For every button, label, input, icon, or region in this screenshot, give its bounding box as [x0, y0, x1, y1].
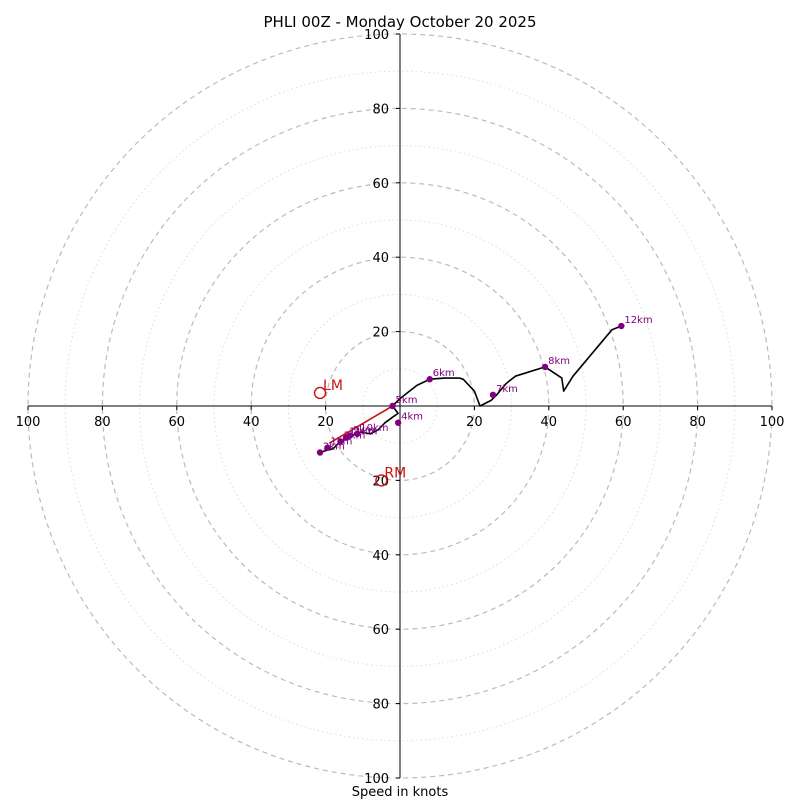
height-label: 5km [396, 395, 418, 406]
storm-motion-line [328, 405, 393, 444]
x-tick-label: 100 [16, 415, 41, 430]
tick-labels: 2020202040404040606060608080808010010010… [16, 28, 785, 787]
storm-motion-label-lm: LM [323, 378, 343, 394]
height-marker [324, 444, 331, 451]
x-tick-label: 40 [243, 415, 260, 430]
x-tick-label: 40 [541, 415, 558, 430]
axes [28, 34, 772, 778]
height-marker [489, 391, 497, 399]
x-tick-label: 20 [317, 415, 334, 430]
y-tick-label: 100 [364, 28, 389, 43]
x-tick-label: 20 [466, 415, 483, 430]
x-tick-label: 60 [615, 415, 632, 430]
x-axis-label: Speed in knots [352, 785, 449, 800]
height-label: 7km [496, 384, 518, 395]
height-marker [426, 376, 433, 383]
y-tick-label: 60 [372, 623, 389, 638]
y-tick-label: 80 [372, 102, 389, 117]
x-tick-label: 80 [94, 415, 111, 430]
height-marker [389, 402, 396, 410]
height-marker [316, 449, 324, 456]
storm-motion-marker-rm [375, 474, 388, 487]
height-label: 11km [349, 427, 377, 438]
y-tick-label: 60 [372, 177, 389, 192]
storm-motion-marker-lm [313, 386, 327, 400]
x-tick-label: 100 [760, 415, 785, 430]
storm-motion-label-rm: RM [384, 465, 406, 481]
y-tick-label: 40 [372, 549, 389, 564]
height-label: 2km [323, 442, 345, 453]
x-tick-label: 80 [689, 415, 706, 430]
height-markers: 1km2km3km4km5km6km7km8km9km10km11km12km [316, 315, 653, 456]
chart-title: PHLI 00Z - Monday October 20 2025 [264, 13, 537, 31]
height-label: 6km [433, 368, 455, 379]
height-marker [541, 363, 549, 371]
height-label: 8km [548, 356, 570, 367]
storm-motion: LM RM [313, 378, 406, 487]
height-marker [342, 434, 350, 441]
height-label: 3km [343, 430, 365, 441]
height-marker [618, 322, 625, 330]
height-marker [394, 419, 402, 426]
y-tick-label: 100 [364, 772, 389, 787]
height-marker [337, 438, 344, 445]
height-marker [354, 430, 361, 438]
height-label: 12km [624, 315, 652, 326]
height-label: 9km [353, 425, 375, 436]
y-tick-label: 80 [372, 698, 389, 713]
x-tick-label: 60 [169, 415, 186, 430]
y-tick-label: 20 [372, 326, 389, 341]
height-label: 4km [401, 412, 423, 423]
height-label: 10km [360, 423, 388, 434]
y-tick-label: 40 [372, 251, 389, 266]
